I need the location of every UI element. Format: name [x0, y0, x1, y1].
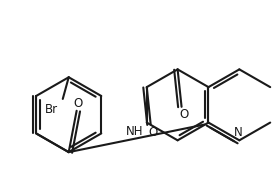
Text: N: N	[234, 126, 243, 139]
Text: NH: NH	[126, 125, 143, 138]
Text: Br: Br	[45, 103, 58, 116]
Text: O: O	[73, 97, 82, 110]
Text: O: O	[148, 126, 157, 139]
Text: O: O	[179, 108, 188, 121]
